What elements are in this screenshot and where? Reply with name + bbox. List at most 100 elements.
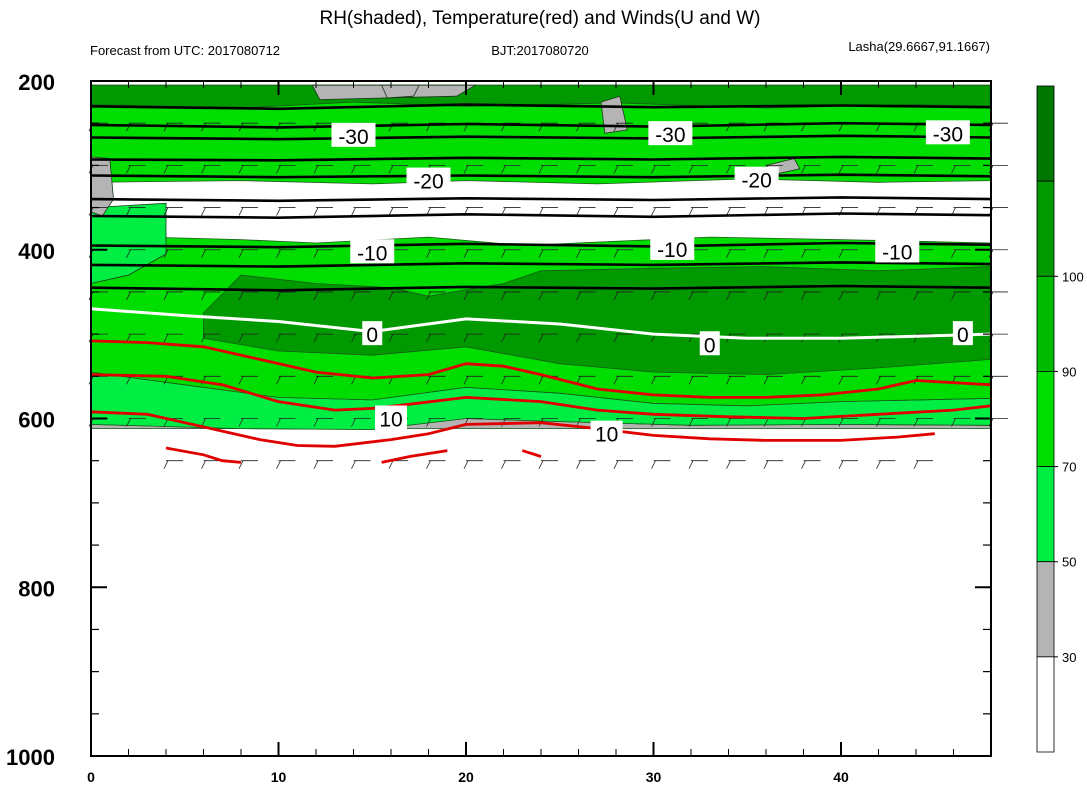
wind-barb-flag [201,207,206,216]
y-tick-label: 1000 [6,745,55,770]
wind-barb-flag [763,418,769,427]
red-contour-2 [90,410,935,448]
wind-barb-flag [538,460,544,469]
wind-barb-flag [388,291,394,301]
wind-barb-flag [913,291,919,301]
wind-barb-flag [801,376,806,385]
wind-barb-flag [838,249,844,258]
wind-barb-flag [688,418,694,427]
wind-barb-flag [238,376,244,385]
wind-barb-flag [726,376,731,385]
wind-barb-flag [501,376,506,385]
contour-label-black-2: -30 [933,123,963,146]
wind-barb-flag [351,333,356,343]
wind-barb-flag [351,207,356,216]
contour-label-red-1-0-box [375,405,407,430]
wind-barb-flag [238,291,244,301]
wind-barb-flag [688,207,694,216]
wind-barb-flag [351,418,356,427]
colorbar-box [1036,275,1055,372]
wind-barb-flag [876,460,881,469]
rh-patches [90,84,801,284]
wind-barb-flag [426,418,431,427]
wind-barb-flag [576,249,581,258]
wind-barb-flag [163,165,169,174]
contour-label-zero-2-box [952,321,973,346]
wind-barb-flag [801,291,806,301]
contour-label-zero-2: 0 [957,324,969,347]
wind-barb-flag [463,291,469,301]
wind-barb-flag [276,207,281,216]
colorbar-box [1036,180,1055,277]
wind-barb-flag [763,376,769,385]
bjt-subtitle: BJT:2017080720 [491,43,589,58]
wind-barb-flag [238,207,244,216]
colorbar-box [1036,85,1055,182]
wind-barb-flag [838,460,844,469]
wind-barb-flag [163,249,169,258]
wind-barb-flag [651,376,656,385]
wind-barb-flag [576,291,581,301]
y-tick-label: 200 [18,70,55,95]
x-tick-label: 20 [458,769,474,785]
black-contour-5 [90,196,992,203]
rh-patch-3 [380,84,420,99]
x-tick-label: 0 [87,769,95,785]
contour-label-black-5: -20 [741,170,771,193]
wind-barb-flag [913,418,919,427]
wind-barb-flag [201,291,206,301]
wind-barb-flag [276,249,281,258]
wind-barb-flag [388,460,394,469]
black-contour-1 [90,121,992,129]
wind-barb-flag [126,291,131,301]
red-contour-0 [90,339,992,399]
wind-barb-flag [238,165,244,174]
wind-barb-flag [501,333,506,343]
wind-barb-flag [501,291,506,301]
wind-barb-flag [838,418,844,427]
wind-barb-flag [313,418,319,427]
colorbar-label: 70 [1062,460,1076,475]
contour-label-zero-1: 0 [704,334,716,357]
wind-barb-flag [538,376,544,385]
wind-barb-flag [951,249,956,258]
wind-barb-flag [126,207,131,216]
wind-barb-flag [163,460,169,469]
colorbar-label: 30 [1062,650,1076,665]
wind-barb-flag [801,418,806,427]
contour-label-zero-0-box [362,321,383,346]
colorbar-label: 90 [1062,364,1076,379]
colorbar-label: 50 [1062,555,1076,570]
wind-barb-flag [276,460,281,469]
wind-barb-flag [651,460,656,469]
contour-label-black-8: -10 [657,239,687,262]
wind-barb-flag [726,165,731,174]
wind-barb-flag [463,249,469,258]
wind-barb-flag [613,333,619,343]
wind-barb-flag [238,418,244,427]
contour-label-black-7-box [350,239,395,264]
wind-barb-flag [613,376,619,385]
wind-barb-flag [838,376,844,385]
wind-barb-flag [651,165,656,174]
wind-barb-flag [613,249,619,258]
colorbar: 30 50 70 90 100 [1036,85,1084,753]
wind-barb-flag [576,207,581,216]
zero-contour [90,307,992,340]
wind-barb-flag [313,460,319,469]
wind-barb-flag [276,165,281,174]
wind-barb-flag [201,249,206,258]
wind-barb-flag [426,460,431,469]
wind-barb-flag [351,291,356,301]
wind-barb-flag [576,333,581,343]
wind-barb-flag [313,333,319,343]
wind-barb-flag [463,165,469,174]
wind-barb-flag [651,418,656,427]
wind-barb-flag [313,376,319,385]
contour-label-red-1-0: 10 [379,409,402,432]
wind-barb-flag [201,460,206,469]
contour-label-red-2-0-box [590,420,623,445]
wind-barb-flag [951,165,956,174]
